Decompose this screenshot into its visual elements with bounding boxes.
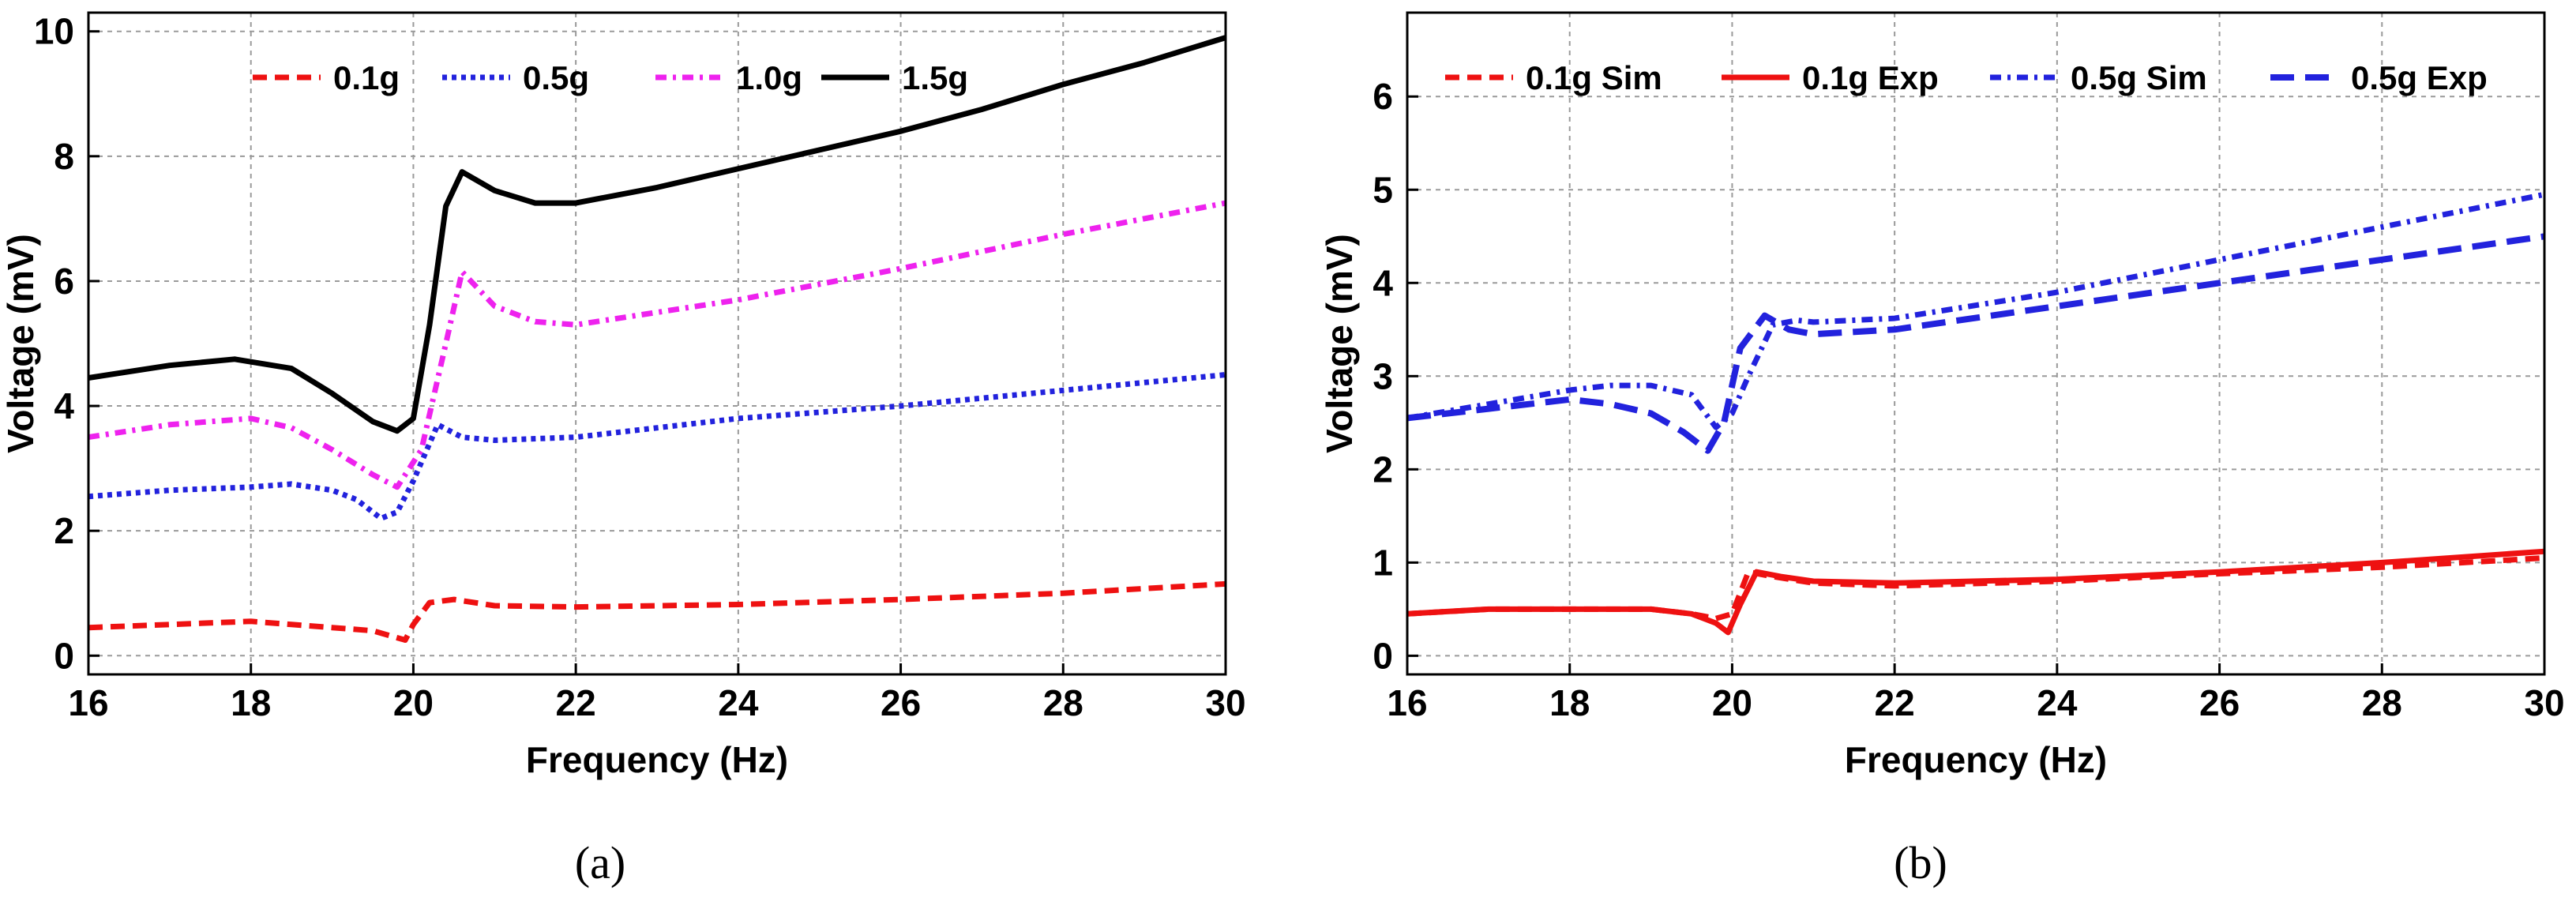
x-tick-label: 26 — [2199, 682, 2240, 723]
y-tick-label: 4 — [54, 385, 74, 426]
y-tick-label: 4 — [1372, 262, 1393, 303]
x-tick-label: 30 — [2524, 682, 2564, 723]
y-tick-label: 5 — [1372, 169, 1393, 210]
legend-label-1-0g: 1.0g — [736, 59, 802, 96]
legend-label-1-5g: 1.5g — [902, 59, 968, 96]
x-axis-title: Frequency (Hz) — [1845, 739, 2107, 780]
panel-a-label: (a) — [575, 837, 625, 888]
x-tick-label: 18 — [231, 682, 271, 723]
y-tick-label: 6 — [1372, 76, 1393, 117]
legend-label-0-5g-exp: 0.5g Exp — [2351, 59, 2488, 96]
y-tick-label: 3 — [1372, 355, 1393, 396]
series-line-0-5g — [88, 372, 1226, 521]
y-tick-label: 0 — [54, 635, 74, 676]
x-tick-label: 22 — [1875, 682, 1915, 723]
x-tick-label: 28 — [2362, 682, 2402, 723]
x-tick-label: 30 — [1205, 682, 1245, 723]
y-tick-label: 2 — [54, 510, 74, 551]
y-tick-label: 8 — [54, 136, 74, 177]
y-axis-title: Voltage (mV) — [0, 234, 41, 453]
x-tick-label: 24 — [718, 682, 759, 723]
series-line-0-1g-exp — [1406, 548, 2545, 636]
x-tick-label: 28 — [1043, 682, 1083, 723]
panel-b-chart: 16 18 20 22 24 26 28 30 0 1 2 3 4 5 6 Frequency (Hz) Vol… — [1319, 11, 2565, 780]
x-tick-label: 20 — [1712, 682, 1752, 723]
y-axis-title: Voltage (mV) — [1319, 234, 1360, 453]
y-tick-label: 0 — [1372, 635, 1393, 676]
legend-label-0-1g-sim: 0.1g Sim — [1526, 59, 1662, 96]
x-axis-title: Frequency (Hz) — [526, 739, 788, 780]
x-tick-label: 18 — [1549, 682, 1590, 723]
x-tick-label: 26 — [881, 682, 921, 723]
series-line-1-0g — [88, 200, 1226, 490]
legend: 0.1g Sim 0.1g Exp 0.5g Sim 0.5g Exp — [1445, 59, 2488, 96]
y-tick-label: 10 — [34, 11, 74, 52]
y-tick-label: 1 — [1372, 542, 1393, 583]
plot-frame — [1406, 11, 2546, 676]
series-line-1-5g — [88, 35, 1227, 434]
legend-label-0-5g: 0.5g — [523, 59, 589, 96]
x-tick-label: 24 — [2037, 682, 2078, 723]
legend-label-0-1g: 0.1g — [333, 59, 400, 96]
series-line-0-5g-exp — [1406, 233, 2545, 454]
legend-label-0-5g-sim: 0.5g Sim — [2071, 59, 2207, 96]
x-tick-label: 22 — [556, 682, 596, 723]
series-line-0-1g — [88, 580, 1226, 643]
panel-b-label: (b) — [1894, 837, 1947, 888]
y-tick-label: 2 — [1372, 449, 1393, 490]
legend: 0.1g 0.5g 1.0g 1.5g — [253, 59, 968, 96]
legend-label-0-1g-exp: 0.1g Exp — [1802, 59, 1939, 96]
x-tick-label: 16 — [1387, 682, 1427, 723]
y-tick-label: 6 — [54, 261, 74, 302]
x-tick-label: 16 — [68, 682, 108, 723]
x-tick-label: 20 — [393, 682, 434, 723]
series-line-0-5g-sim — [1406, 191, 2545, 430]
plot-frame — [87, 11, 1227, 676]
